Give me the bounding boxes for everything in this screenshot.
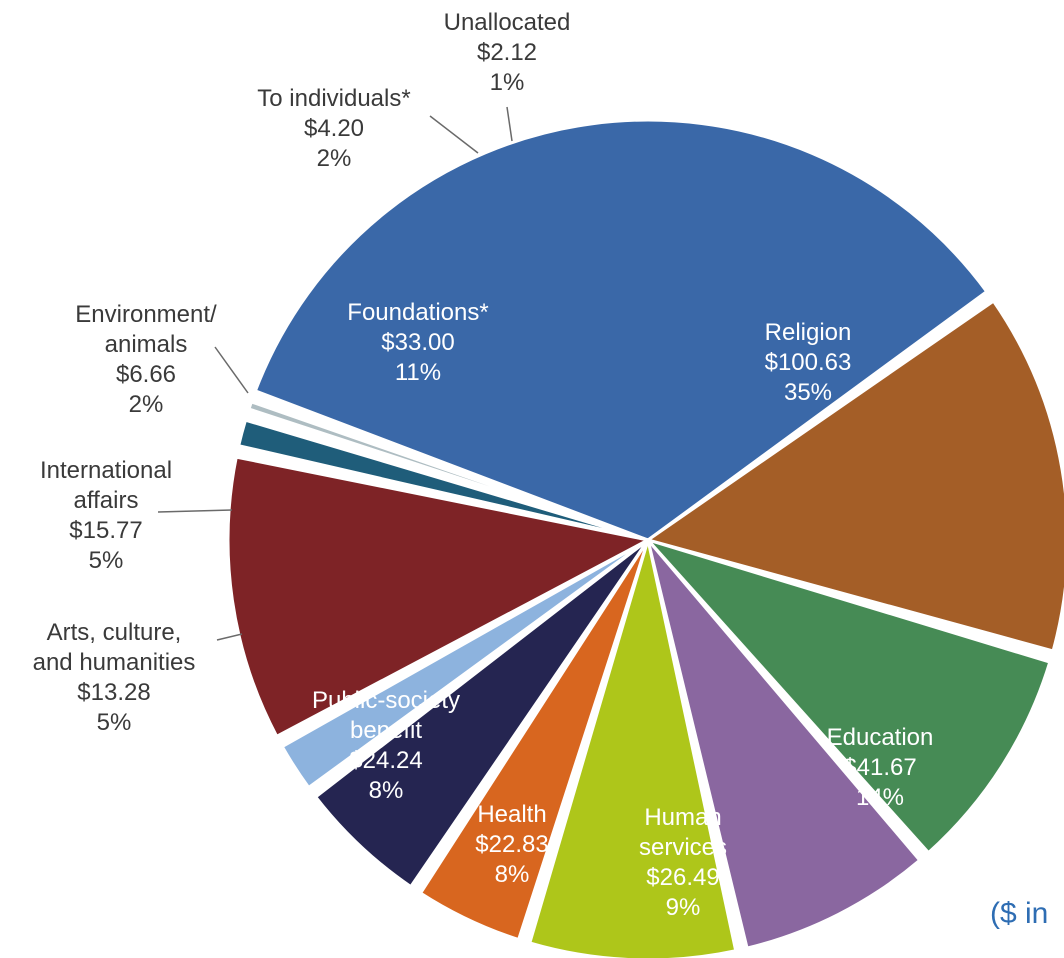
label-line: $2.12 [477, 39, 537, 66]
label-line: 5% [89, 547, 124, 574]
slice-human-services [646, 538, 1052, 855]
label-line: $100.63 [765, 349, 852, 376]
label-line: $6.66 [116, 361, 176, 388]
label-line: 2% [317, 145, 352, 172]
label-line: services [639, 834, 727, 861]
label-line: Unallocated [444, 9, 571, 36]
slice-label-international-affairs: International affairs $15.77 5% [40, 457, 172, 574]
label-line: Arts, culture, [47, 619, 182, 646]
slice-religion [253, 118, 989, 542]
slice-label-unallocated: Unallocated $2.12 1% [444, 9, 571, 96]
label-line: Foundations* [347, 299, 488, 326]
slice-label-religion: Religion $100.63 35% [765, 319, 852, 406]
pie-slices [226, 118, 1064, 958]
leader-line-arts-culture-and-humanities [216, 633, 243, 641]
leader-line-to-individuals [429, 115, 479, 154]
slice-education [646, 299, 1064, 653]
label-line: To individuals* [257, 85, 410, 112]
slice-label-foundations: Foundations* $33.00 11% [347, 299, 488, 386]
label-line: $24.24 [349, 747, 422, 774]
label-line: 5% [97, 709, 132, 736]
label-line: 35% [784, 379, 832, 406]
slice-label-environment-animals: Environment/animals $6.66 2% [75, 301, 217, 418]
slice-label-to-individuals: To individuals* $4.20 2% [257, 85, 410, 172]
label-line: Human [644, 804, 721, 831]
label-line: animals [105, 331, 188, 358]
label-line: International [40, 457, 172, 484]
leader-line-environment-animals [214, 346, 249, 394]
slice-unallocated [247, 400, 650, 542]
label-line: $26.49 [646, 864, 719, 891]
slice-foundations [226, 455, 650, 738]
unit-note: ($ in [990, 897, 1048, 930]
slice-label-human-services: Human services $26.49 9% [639, 804, 727, 921]
slice-public-society-benefit [528, 538, 738, 958]
slice-labels: Religion $100.63 35% Education $41.67 14% Huma… [33, 9, 934, 921]
slice-label-public-society-benefit: Public-society benefit $24.24 8% [312, 687, 460, 804]
label-line: Health [477, 801, 546, 828]
label-line: Education [827, 724, 934, 751]
label-line: 14% [856, 784, 904, 811]
label-line: $22.83 [475, 831, 548, 858]
slice-label-education: Education $41.67 14% [827, 724, 934, 811]
leader-lines [157, 106, 513, 641]
label-line: 2% [129, 391, 164, 418]
label-line: Religion [765, 319, 852, 346]
label-line: $13.28 [77, 679, 150, 706]
slice-international-affairs [314, 538, 650, 889]
slice-arts-culture-and-humanities [419, 538, 650, 942]
label-line: and humanities [33, 649, 196, 676]
label-line: Public-society [312, 687, 460, 714]
slice-label-arts-culture-and-humanities: Arts, culture, and humanities $13.28 5% [33, 619, 196, 736]
label-line: 8% [495, 861, 530, 888]
leader-line-international-affairs [157, 509, 233, 513]
label-line: $4.20 [304, 115, 364, 142]
slice-label-health: Health $22.83 8% [475, 801, 548, 888]
label-line: 1% [490, 69, 525, 96]
label-line: benefit [350, 717, 422, 744]
label-line: 11% [395, 359, 441, 386]
label-line: $15.77 [69, 517, 142, 544]
label-line: $41.67 [843, 754, 916, 781]
slice-environment-animals [280, 538, 650, 789]
label-line: affairs [74, 487, 139, 514]
label-line: 8% [369, 777, 404, 804]
leader-line-unallocated [506, 106, 513, 142]
label-line: Environment/ [75, 301, 217, 328]
slice-health [646, 538, 922, 950]
label-line: 9% [666, 894, 701, 921]
label-line: $33.00 [381, 329, 454, 356]
slice-to-individuals [237, 418, 650, 542]
